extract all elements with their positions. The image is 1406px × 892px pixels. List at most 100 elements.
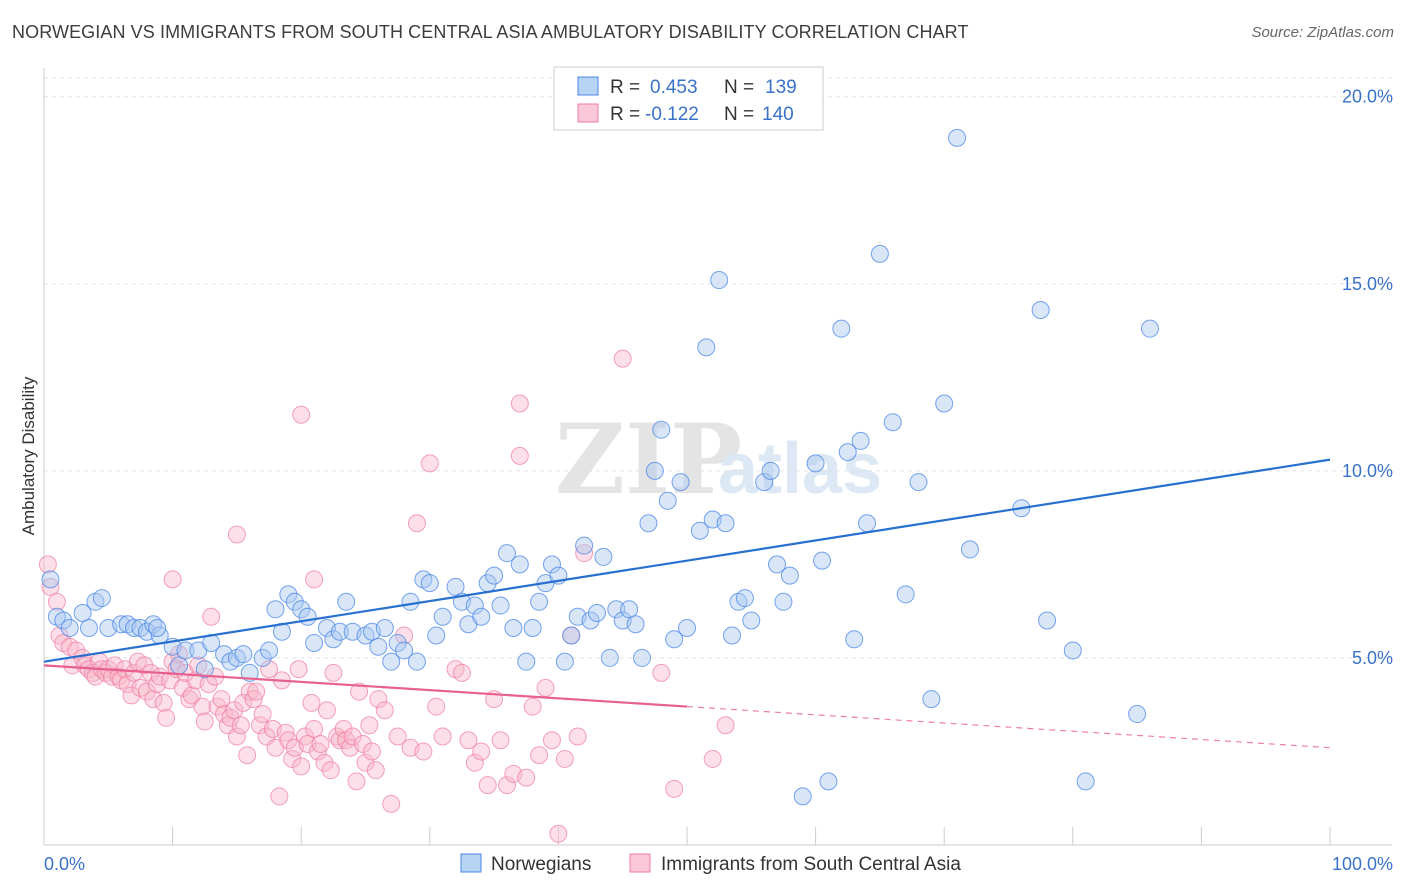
data-point-norwegians	[948, 128, 967, 147]
data-point-norwegians	[407, 652, 426, 671]
data-point-immigrants	[343, 727, 362, 746]
data-point-norwegians	[575, 536, 594, 555]
data-point-immigrants	[157, 708, 176, 727]
data-point-immigrants	[382, 794, 401, 813]
data-point-immigrants	[324, 663, 343, 682]
legend-r-label-2: R =	[610, 104, 645, 125]
trend-line-norwegians	[43, 458, 1331, 663]
data-point-immigrants	[530, 746, 549, 765]
data-point-norwegians	[922, 690, 941, 709]
data-point-norwegians	[240, 663, 259, 682]
data-point-norwegians	[780, 566, 799, 585]
x-tick-label-min: 0.0%	[44, 854, 85, 874]
data-point-immigrants	[212, 690, 231, 709]
data-point-norwegians	[587, 604, 606, 623]
data-point-immigrants	[231, 716, 250, 735]
data-point-immigrants	[395, 626, 414, 645]
data-point-immigrants	[298, 734, 317, 753]
data-point-norwegians	[555, 652, 574, 671]
data-point-immigrants	[234, 693, 253, 712]
data-point-immigrants	[334, 720, 353, 739]
data-point-norwegians	[774, 592, 793, 611]
data-point-immigrants	[360, 716, 379, 735]
data-point-norwegians	[485, 566, 504, 585]
data-point-norwegians	[446, 577, 465, 596]
data-point-norwegians	[1128, 705, 1147, 724]
data-point-norwegians	[41, 570, 60, 589]
data-point-norwegians	[793, 787, 812, 806]
data-point-immigrants	[283, 749, 302, 768]
y-tick-labels: 5.0% 10.0% 15.0% 20.0%	[1342, 87, 1393, 668]
trend-lines	[43, 458, 1331, 749]
data-point-norwegians	[148, 618, 167, 637]
data-point-norwegians	[517, 652, 536, 671]
legend-r-value-2: -0.122	[645, 104, 699, 125]
chart-title: NORWEGIAN VS IMMIGRANTS FROM SOUTH CENTR…	[12, 22, 969, 42]
x-tick-label-max: 100.0%	[1332, 854, 1393, 874]
data-point-norwegians	[420, 574, 439, 593]
data-point-norwegians	[639, 514, 658, 533]
legend-n-label-1: N =	[724, 77, 759, 98]
legend-n-value-2: 140	[762, 104, 794, 125]
data-point-norwegians	[723, 626, 742, 645]
data-point-immigrants	[244, 690, 263, 709]
data-point-norwegians	[279, 585, 298, 604]
data-point-immigrants	[347, 772, 366, 791]
data-point-immigrants	[38, 555, 57, 574]
legend-swatch-immigrants	[577, 103, 599, 123]
data-point-immigrants	[510, 394, 529, 413]
data-point-norwegians	[710, 271, 729, 290]
data-point-immigrants	[433, 727, 452, 746]
data-point-norwegians	[909, 473, 928, 492]
data-point-norwegians	[832, 319, 851, 338]
data-point-norwegians	[234, 645, 253, 664]
data-point-immigrants	[549, 824, 568, 843]
data-point-norwegians	[806, 454, 825, 473]
y-tick-label: 15.0%	[1342, 274, 1393, 294]
data-point-immigrants	[362, 742, 381, 761]
data-point-norwegians	[497, 544, 516, 563]
data-point-immigrants	[163, 570, 182, 589]
data-point-immigrants	[227, 727, 246, 746]
data-point-immigrants	[523, 697, 542, 716]
data-point-immigrants	[67, 641, 86, 660]
data-point-norwegians	[851, 431, 870, 450]
data-point-norwegians	[401, 592, 420, 611]
bottom-legend-swatch-immigrants	[629, 853, 651, 873]
data-point-immigrants	[182, 686, 201, 705]
data-point-immigrants	[356, 753, 375, 772]
data-point-norwegians	[845, 630, 864, 649]
data-point-immigrants	[459, 731, 478, 750]
data-point-immigrants	[491, 731, 510, 750]
data-point-immigrants	[302, 693, 321, 712]
data-point-immigrants	[575, 544, 594, 563]
data-point-immigrants	[311, 734, 330, 753]
data-point-immigrants	[238, 746, 257, 765]
data-point-immigrants	[420, 454, 439, 473]
data-point-immigrants	[122, 686, 141, 705]
data-point-norwegians	[626, 615, 645, 634]
data-point-immigrants	[135, 656, 154, 675]
data-point-norwegians	[581, 611, 600, 630]
data-point-immigrants	[305, 570, 324, 589]
data-point-norwegians	[330, 622, 349, 641]
data-point-norwegians	[382, 652, 401, 671]
data-point-norwegians	[935, 394, 954, 413]
data-point-norwegians	[253, 648, 272, 667]
top-legend-box	[553, 66, 824, 131]
data-point-immigrants	[652, 663, 671, 682]
data-point-immigrants	[227, 525, 246, 544]
data-point-norwegians	[170, 656, 189, 675]
watermark-atlas: atlas	[718, 429, 882, 509]
bottom-legend-label-norwegians: Norwegians	[491, 854, 591, 875]
data-point-norwegians	[73, 604, 92, 623]
data-point-norwegians	[600, 648, 619, 667]
data-point-norwegians	[1063, 641, 1082, 660]
data-point-norwegians	[176, 641, 195, 660]
x-ticks	[172, 827, 1331, 845]
data-point-immigrants	[703, 749, 722, 768]
data-point-immigrants	[369, 690, 388, 709]
data-point-norwegians	[292, 600, 311, 619]
data-point-immigrants	[321, 761, 340, 780]
